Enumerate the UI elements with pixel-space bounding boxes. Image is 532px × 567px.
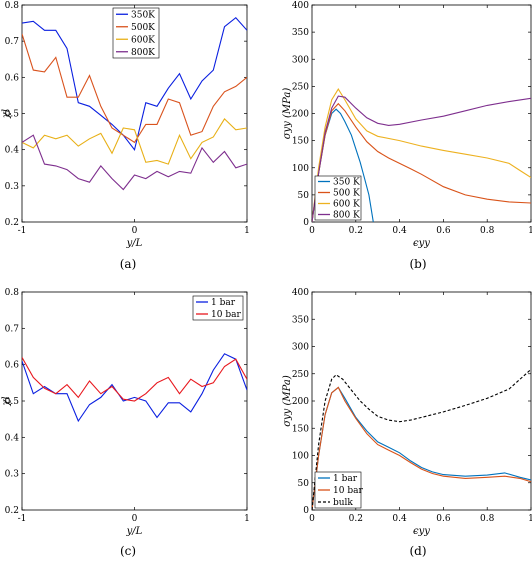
y-tick-label: 0.4 (5, 433, 20, 443)
y-tick-label: 0.4 (5, 146, 20, 156)
chart-panel: 0 0.2 0.4 0.6 0.8 1 0 50 100 150 200 250 300 350 400 ϵy… (282, 288, 532, 558)
legend-label: 350K (131, 10, 155, 20)
y-tick-label: 50 (298, 191, 310, 201)
x-tick-label: 0.4 (392, 514, 407, 524)
y-tick-label: 150 (292, 137, 309, 147)
panel-caption: (d) (409, 544, 426, 558)
x-tick-label: 0.6 (436, 226, 451, 236)
y-tick-label: 0.2 (5, 218, 19, 228)
y-tick-label: 0.3 (5, 182, 20, 192)
y-tick-label: 0.7 (5, 324, 20, 334)
x-tick-label: 1 (528, 514, 532, 524)
y-tick-label: 50 (298, 479, 310, 489)
series-line (312, 368, 531, 510)
legend-label: 1 bar (333, 474, 358, 484)
legend-label: 1 bar (211, 298, 236, 308)
legend-label: 350 K (333, 178, 360, 188)
y-tick-label: 0.6 (5, 361, 20, 371)
panel-caption: (a) (120, 257, 137, 271)
legend-box (314, 175, 362, 221)
y-tick-label: 250 (292, 82, 309, 92)
y-tick-label: 350 (292, 315, 309, 325)
y-tick-label: 300 (292, 55, 309, 65)
y-tick-label: 100 (292, 164, 309, 174)
x-tick-label: -1 (18, 514, 27, 524)
x-tick-label: 0 (132, 226, 138, 236)
series-line (312, 95, 531, 222)
y-tick-label: 0.2 (5, 506, 19, 516)
y-axis-label: χl (1, 396, 12, 406)
x-tick-label: 1 (528, 226, 532, 236)
legend-label: 500 K (333, 189, 360, 199)
x-tick-label: 0.4 (392, 226, 407, 236)
chart-panel: 0 0.2 0.4 0.6 0.8 1 0 50 100 150 200 250 300 350 400 ϵy… (282, 1, 532, 271)
y-axis-label: χl (1, 109, 12, 119)
y-tick-label: 150 (292, 424, 309, 434)
x-tick-label: 0.8 (480, 226, 495, 236)
series-line (22, 118, 247, 165)
x-axis-label: y/L (126, 238, 143, 249)
y-tick-label: 400 (292, 1, 309, 11)
y-tick-label: 0.8 (5, 288, 20, 298)
y-tick-label: 0.5 (5, 110, 20, 120)
y-tick-label: 0 (303, 506, 309, 516)
series-line (22, 33, 247, 144)
series-line (312, 102, 531, 222)
series-line (312, 386, 531, 510)
panel-caption: (c) (120, 544, 136, 558)
legend-label: 600 K (333, 200, 360, 210)
legend-box (192, 295, 244, 321)
x-tick-label: 0 (309, 226, 315, 236)
x-tick-label: 0 (309, 514, 315, 524)
chart-panel: -1 0 1 0.2 0.3 0.4 0.5 0.6 0.7 0.8 y/L χl (c) 1 bar 10… (1, 288, 250, 558)
y-tick-label: 0.5 (5, 397, 20, 407)
y-axis-label: σyy (MPa) (282, 375, 293, 427)
legend-label: 600K (131, 35, 155, 45)
y-axis-label: σyy (MPa) (282, 88, 293, 140)
x-tick-label: -1 (18, 226, 27, 236)
y-tick-label: 200 (292, 397, 309, 407)
series-line (22, 357, 247, 402)
legend-label: 800K (131, 48, 155, 58)
legend-label: 10 bar (333, 486, 363, 496)
x-tick-label: 0.2 (349, 514, 363, 524)
x-axis-label: ϵyy (413, 238, 430, 249)
y-tick-label: 300 (292, 343, 309, 353)
series-line (312, 88, 531, 222)
legend-label: 500K (131, 23, 155, 33)
series-line (22, 16, 247, 151)
legend-label: bulk (333, 498, 353, 508)
legend-label: 800 K (333, 211, 360, 221)
y-tick-label: 0 (303, 218, 309, 228)
series-line (22, 353, 247, 423)
legend-label: 10 bar (211, 310, 241, 320)
x-tick-label: 1 (244, 226, 250, 236)
y-tick-label: 350 (292, 28, 309, 38)
y-tick-label: 0.8 (5, 1, 20, 11)
series-line (22, 134, 247, 191)
x-axis-label: y/L (126, 526, 143, 537)
y-tick-label: 0.6 (5, 73, 20, 83)
y-tick-label: 0.3 (5, 470, 20, 480)
x-tick-label: 0.2 (349, 226, 363, 236)
x-tick-label: 0.6 (436, 514, 451, 524)
y-tick-label: 200 (292, 110, 309, 120)
y-tick-label: 0.7 (5, 37, 20, 47)
y-tick-label: 100 (292, 452, 309, 462)
panel-caption: (b) (409, 257, 426, 271)
chart-panel: -1 0 1 0.2 0.3 0.4 0.5 0.6 0.7 0.8 y/L χl (a) 350K 500… (1, 1, 250, 271)
legend-box (112, 7, 160, 59)
y-tick-label: 250 (292, 370, 309, 380)
x-tick-label: 0.8 (480, 514, 495, 524)
x-axis-label: ϵyy (413, 526, 430, 537)
x-tick-label: 1 (244, 514, 250, 524)
y-tick-label: 400 (292, 288, 309, 298)
x-tick-label: 0 (132, 514, 138, 524)
